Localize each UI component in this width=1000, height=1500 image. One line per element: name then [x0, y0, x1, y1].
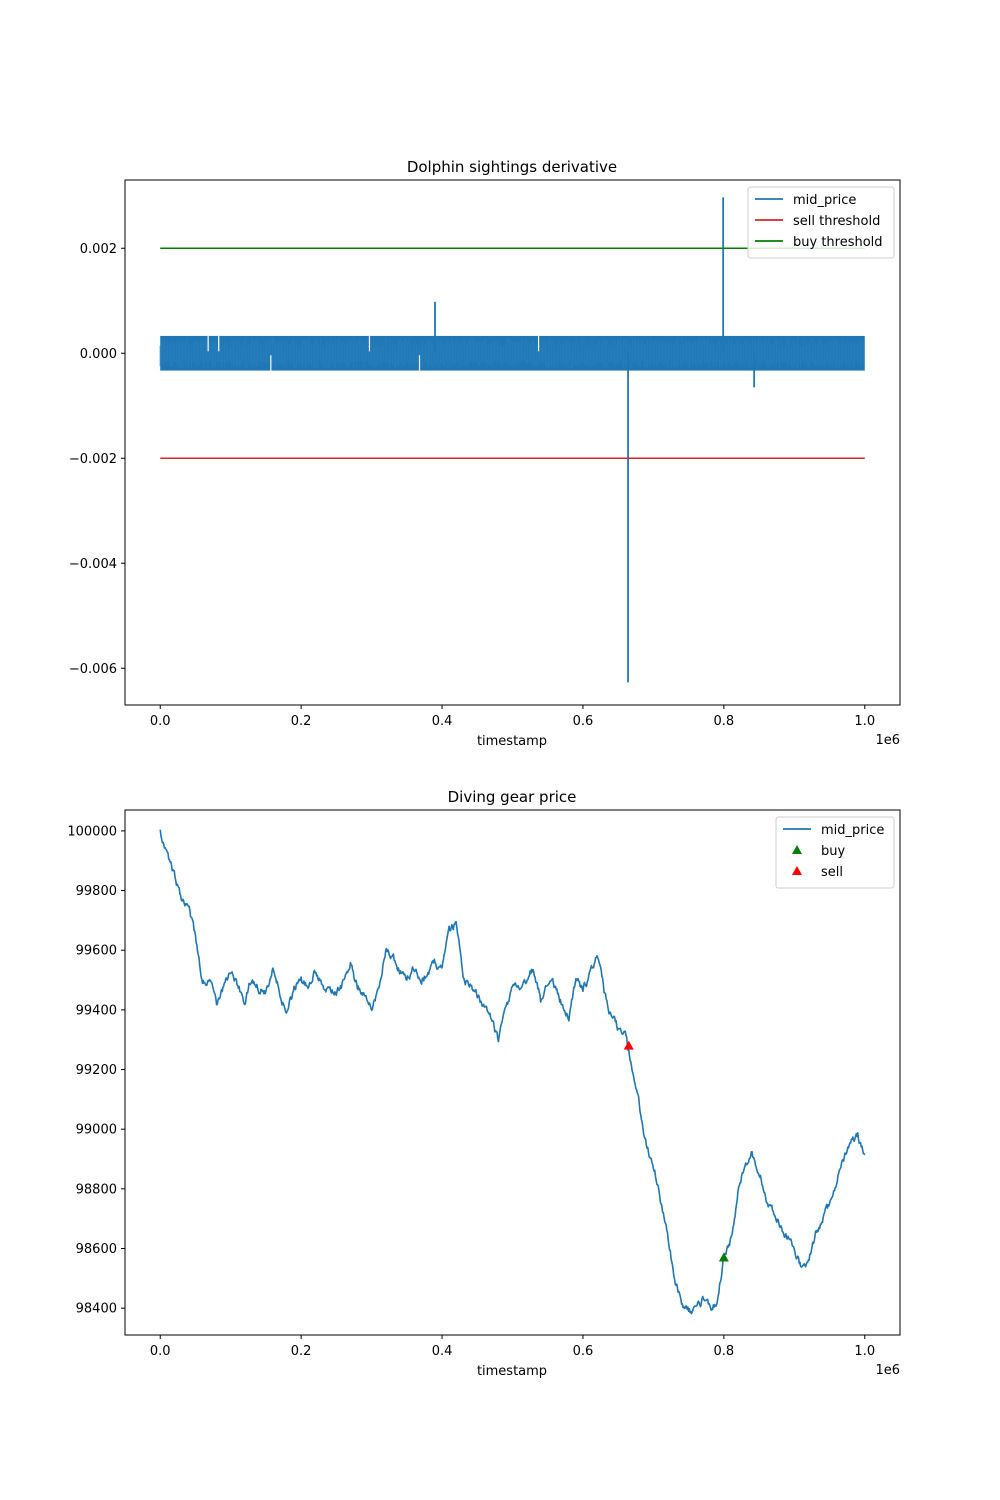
x-tick-label: 0.8 — [714, 714, 735, 729]
y-tick-label: −0.004 — [69, 557, 117, 572]
y-tick-label: 0.002 — [80, 242, 117, 257]
legend-entry: sell — [821, 865, 843, 880]
x-tick-label: 1.0 — [854, 714, 875, 729]
plot-area — [159, 197, 865, 683]
y-tick-label: 98800 — [76, 1182, 117, 1197]
x-tick-label: 0.0 — [150, 1344, 171, 1359]
legend-box — [747, 186, 895, 259]
x-tick-label: 0.0 — [150, 714, 171, 729]
x-tick-label: 0.6 — [573, 1344, 594, 1359]
x-tick-label: 0.8 — [714, 1344, 735, 1359]
y-tick-label: 99600 — [76, 944, 117, 959]
y-tick-label: 0.000 — [80, 347, 117, 362]
series-mid-price — [159, 197, 865, 683]
axis-ticks: 0.0 0.2 0.4 0.6 0.8 1.0 100000 99800 99600 99400 9… — [67, 824, 875, 1359]
x-tick-label: 1.0 — [854, 1344, 875, 1359]
y-tick-label: 99400 — [76, 1003, 117, 1018]
legend-box — [775, 816, 895, 889]
x-axis-offset-label: 1e6 — [875, 1363, 900, 1378]
legend-swatch — [792, 845, 802, 854]
x-tick-label: 0.6 — [573, 714, 594, 729]
dolphin-derivative-chart: Dolphin sightings derivative 0.0 0.2 0.4 0.… — [69, 158, 901, 749]
diving-gear-price-chart: Diving gear price 0.0 0.2 0.4 0.6 0.8 1.0 1000… — [67, 788, 901, 1379]
y-tick-label: 99200 — [76, 1063, 117, 1078]
x-tick-label: 0.2 — [291, 1344, 312, 1359]
x-tick-label: 0.2 — [291, 714, 312, 729]
y-tick-label: 99800 — [76, 884, 117, 899]
legend-swatch — [792, 866, 802, 875]
y-tick-label: 98600 — [76, 1242, 117, 1257]
chart-title: Diving gear price — [448, 788, 577, 806]
y-tick-label: 98400 — [76, 1302, 117, 1317]
x-axis-label: timestamp — [477, 734, 547, 749]
chart-title: Dolphin sightings derivative — [407, 158, 617, 176]
x-axis-offset-label: 1e6 — [875, 733, 900, 748]
plot-area — [159, 829, 866, 1315]
marker-buy — [718, 1252, 729, 1262]
y-tick-label: −0.006 — [69, 662, 117, 677]
axes-frame — [124, 809, 901, 1336]
legend-entry: sell threshold — [793, 214, 880, 229]
x-tick-label: 0.4 — [432, 714, 453, 729]
x-axis-label: timestamp — [477, 1364, 547, 1379]
y-tick-label: 99000 — [76, 1123, 117, 1138]
y-tick-label: −0.002 — [69, 452, 117, 467]
y-tick-label: 100000 — [67, 824, 117, 839]
series-mid-price — [159, 829, 866, 1315]
x-tick-label: 0.4 — [432, 1344, 453, 1359]
legend-entry: mid_price — [793, 193, 856, 208]
axis-ticks: 0.0 0.2 0.4 0.6 0.8 1.0 0.002 0.000 −0.002 −0.004… — [69, 242, 875, 729]
legend-entry: buy threshold — [793, 235, 883, 250]
axes-frame — [124, 179, 901, 706]
mid-price-band-texture — [159, 337, 864, 369]
legend-entry: mid_price — [821, 823, 884, 838]
legend-entry: buy — [821, 844, 845, 859]
marker-sell — [623, 1040, 634, 1050]
